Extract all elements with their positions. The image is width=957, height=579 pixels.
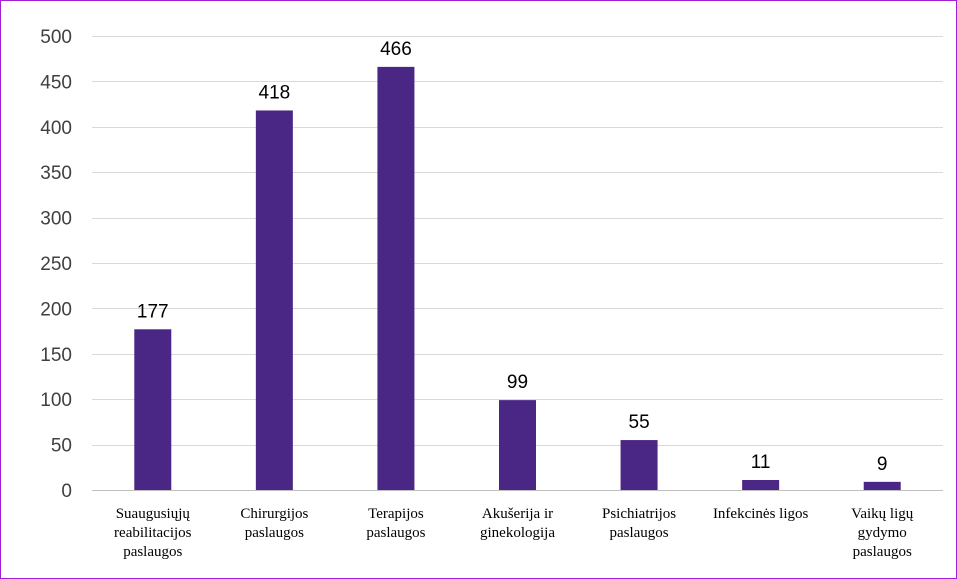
data-labels: 177 418 466 99 55 11 9	[137, 39, 888, 475]
y-tick-label: 50	[51, 436, 72, 457]
data-label: 177	[137, 301, 169, 322]
x-category-line: Akušerija ir	[482, 506, 553, 522]
x-category-label: Suaugusiųjų reabilitacijos paslaugos	[114, 506, 192, 560]
x-category-line: Vaikų ligų	[851, 506, 914, 522]
y-tick-label: 300	[40, 209, 72, 230]
bar	[620, 440, 658, 490]
x-category-line: Terapijos	[368, 506, 424, 522]
bar	[134, 329, 172, 490]
data-label: 418	[259, 82, 291, 103]
x-category-line: Infekcinės ligos	[713, 506, 809, 522]
x-category-line: Suaugusiųjų	[116, 506, 191, 522]
x-category-line: ginekologija	[480, 525, 555, 541]
x-category-label: Chirurgijos paslaugos	[240, 506, 308, 541]
x-category-line: Psichiatrijos	[602, 506, 676, 522]
x-axis-categories: Suaugusiųjų reabilitacijos paslaugosChirur…	[114, 506, 914, 560]
x-category-line: gydymo	[858, 525, 907, 541]
y-tick-label: 350	[40, 163, 72, 184]
bar	[377, 66, 415, 490]
x-category-label: Psichiatrijos paslaugos	[602, 506, 676, 541]
bar	[499, 400, 536, 490]
y-tick-label: 0	[61, 481, 72, 502]
y-tick-label: 150	[40, 345, 72, 366]
y-tick-label: 200	[40, 299, 72, 320]
x-category-line: reabilitacijos	[114, 525, 192, 541]
x-category-line: paslaugos	[366, 525, 425, 541]
data-label: 11	[751, 452, 771, 473]
y-tick-label: 100	[40, 390, 72, 411]
bars	[134, 66, 901, 491]
x-category-line: paslaugos	[853, 544, 912, 560]
x-category-label: Infekcinės ligos	[713, 506, 809, 522]
data-label: 9	[877, 454, 888, 475]
y-tick-label: 250	[40, 254, 72, 275]
data-label: 99	[507, 372, 528, 393]
x-category-line: paslaugos	[609, 525, 668, 541]
y-tick-label: 450	[40, 72, 72, 93]
x-category-line: paslaugos	[245, 525, 304, 541]
bar	[863, 481, 901, 490]
bar	[742, 480, 780, 490]
bar	[255, 110, 293, 491]
data-label: 55	[629, 412, 650, 433]
x-category-label: Akušerija ir ginekologija	[480, 506, 555, 541]
x-category-line: paslaugos	[123, 544, 182, 560]
data-label: 466	[380, 39, 412, 60]
y-tick-label: 500	[40, 27, 72, 48]
gridlines	[92, 36, 943, 491]
x-category-label: Terapijos paslaugos	[366, 506, 425, 541]
y-axis-ticks: 0 50 100 150 200 250 300 350 400 450 500	[40, 27, 72, 502]
y-tick-label: 400	[40, 118, 72, 139]
x-category-label: Vaikų ligų gydymo paslaugos	[851, 506, 914, 560]
x-category-line: Chirurgijos	[240, 506, 308, 522]
